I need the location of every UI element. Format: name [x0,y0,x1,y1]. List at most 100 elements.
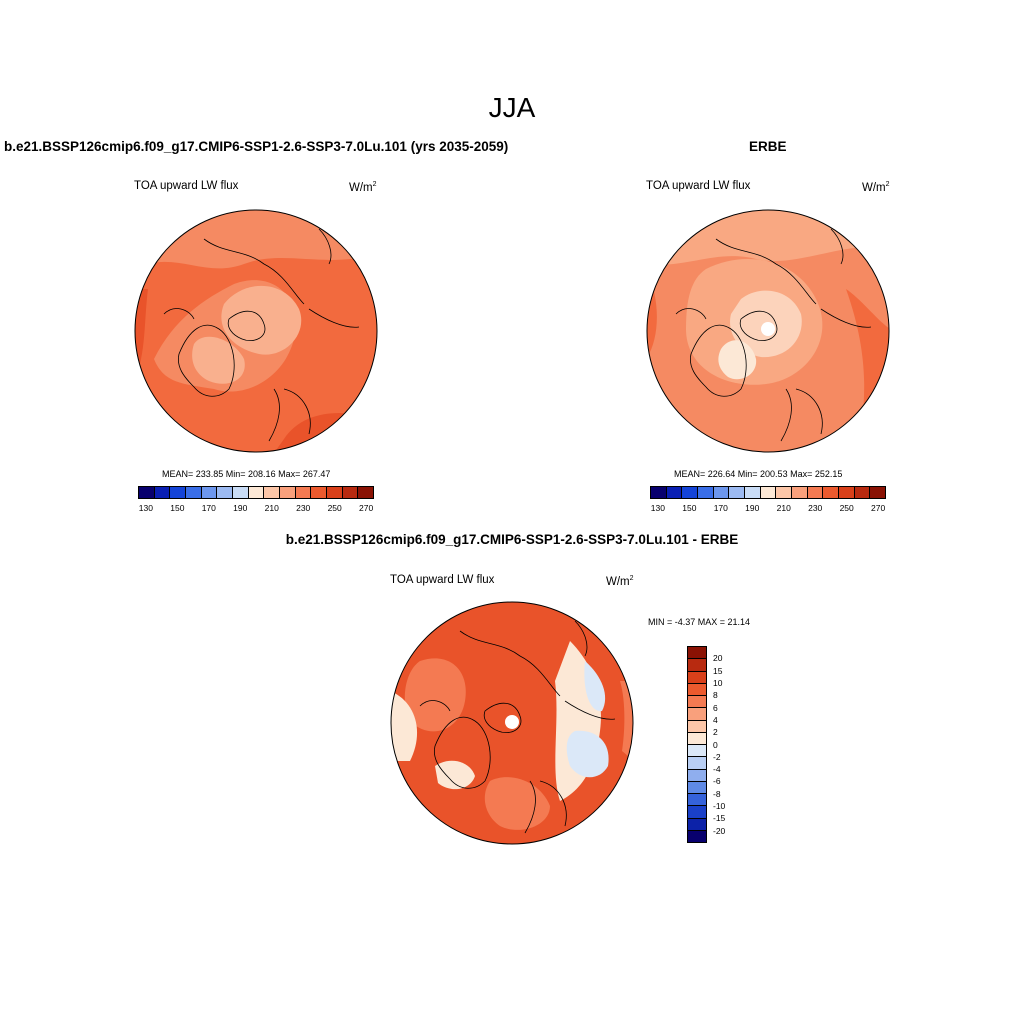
colorbar-tick-label: 15 [713,665,723,676]
colorbar-tick-label: 210 [264,503,279,513]
colorbar-tick-label: 130 [138,503,153,513]
model-panel-title: b.e21.BSSP126cmip6.f09_g17.CMIP6-SSP1-2.… [4,139,509,154]
diff-panel-title: b.e21.BSSP126cmip6.f09_g17.CMIP6-SSP1-2.… [285,532,739,547]
colorbar-tick-label: -15 [713,813,726,824]
colorbar-swatch [688,708,706,721]
obs-coastline [780,388,823,442]
diff-coastline [433,716,491,789]
colorbar-tick-label: -20 [713,825,726,836]
model-stats: MEAN= 233.85 Min= 208.16 Max= 267.47 [162,469,331,479]
obs-map-border [646,209,890,453]
colorbar-tick-label: 2 [713,727,718,738]
colorbar-swatch [233,487,249,498]
colorbar-tick-label: 210 [776,503,791,513]
colorbar-swatch [792,487,808,498]
colorbar-swatch [682,487,699,498]
colorbar-swatch [217,487,234,498]
model-colorbar [138,486,374,499]
colorbar-tick-label: 270 [359,503,374,513]
obs-pole-missing [761,322,775,336]
model-map-region [221,285,302,355]
colorbar-swatch [248,487,265,498]
colorbar-swatch [280,487,296,498]
colorbar-swatch [688,745,706,758]
colorbar-tick-label: -2 [713,751,721,762]
model-coastline [177,324,235,397]
colorbar-tick-label: 10 [713,677,723,688]
diff-map-region [584,661,606,712]
diff-polar-map [390,601,634,845]
colorbar-swatch [311,487,328,498]
diff-map-region [391,691,418,761]
colorbar-swatch [870,487,886,498]
obs-colorbar [650,486,886,499]
obs-map-region [718,340,757,380]
model-map-border [134,209,378,453]
diff-units-label: W/m2 [606,575,634,588]
colorbar-swatch [823,487,840,498]
colorbar-tick-label: 4 [713,714,718,725]
model-polar-map [134,209,378,453]
colorbar-tick-label: -8 [713,788,721,799]
model-coastline [318,228,332,265]
diff-colorbar [687,646,707,843]
colorbar-tick-label: 20 [713,653,723,664]
diff-pole-missing [505,715,519,729]
diff-map-region [435,760,475,790]
colorbar-swatch [688,720,706,733]
obs-stats: MEAN= 226.64 Min= 200.53 Max= 252.15 [674,469,843,479]
colorbar-swatch [186,487,202,498]
colorbar-swatch [745,487,761,498]
diff-map-region [404,658,466,732]
model-variable-label: TOA upward LW flux [134,180,239,192]
colorbar-tick-label: 250 [327,503,342,513]
colorbar-swatch [201,487,218,498]
diff-coastline [419,700,451,712]
obs-coastline [739,310,778,341]
colorbar-tick-label: 0 [713,739,718,750]
obs-variable-label: TOA upward LW flux [646,180,751,192]
obs-coastline [675,308,707,320]
diff-coastline [524,780,567,834]
obs-coastline [689,324,747,397]
colorbar-swatch [688,696,706,709]
colorbar-swatch [666,487,683,498]
colorbar-swatch [688,671,706,684]
colorbar-tick-label: 190 [233,503,248,513]
diff-map-region [566,730,609,778]
colorbar-swatch [807,487,824,498]
figure-title: JJA [488,92,536,123]
colorbar-tick-label: 230 [808,503,823,513]
obs-panel-title: ERBE [749,139,787,154]
model-coastline [268,388,311,442]
colorbar-swatch [839,487,855,498]
diff-coastline [483,702,522,733]
colorbar-swatch [688,683,706,696]
diff-coastline [459,630,561,697]
colorbar-swatch [688,769,706,782]
colorbar-tick-label: 270 [871,503,886,513]
obs-coastline [715,238,817,305]
colorbar-swatch [342,487,359,498]
diff-map-region [484,777,550,830]
diff-map-border [390,601,634,845]
colorbar-swatch [688,757,706,770]
colorbar-tick-label: 8 [713,690,718,701]
diff-variable-label: TOA upward LW flux [390,574,495,586]
obs-coastline [830,228,844,265]
model-coastline [163,308,195,320]
colorbar-swatch [688,781,706,794]
colorbar-tick-label: -6 [713,776,721,787]
colorbar-swatch [729,487,746,498]
obs-units-label: W/m2 [862,181,890,194]
diff-coastline [564,700,616,720]
colorbar-tick-label: 170 [713,503,728,513]
diff-stats: MIN = -4.37 MAX = 21.14 [648,617,751,627]
colorbar-swatch [698,487,714,498]
model-coastline [227,310,266,341]
colorbar-swatch [688,647,706,660]
diff-coastline [574,620,588,657]
model-coastline [203,238,305,305]
colorbar-swatch [139,487,155,498]
colorbar-tick-label: 150 [682,503,697,513]
